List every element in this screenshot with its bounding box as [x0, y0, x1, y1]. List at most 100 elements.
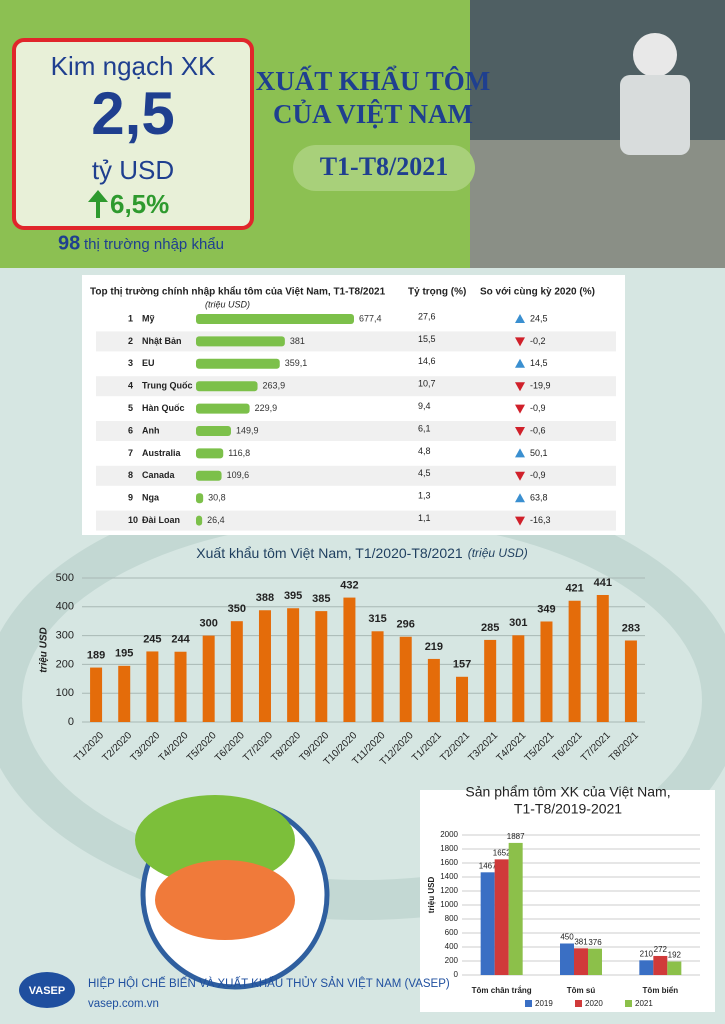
markets-text: thị trường nhập khẩu: [84, 236, 224, 253]
value-label: 192: [668, 951, 682, 960]
lettuce: [135, 795, 295, 885]
change-arrow: [515, 382, 525, 392]
chart-title: Sản phẩm tôm XK của Việt Nam,: [465, 784, 670, 800]
value-label: 385: [312, 593, 330, 605]
value-label: 26,4: [207, 515, 225, 525]
change-arrow: [515, 337, 525, 347]
value-label: 219: [425, 641, 443, 653]
bar: [287, 608, 300, 722]
value-label: 283: [622, 622, 640, 634]
category: Nhật Bản: [142, 336, 182, 346]
change-arrow: [515, 471, 525, 481]
value-label: 229,9: [255, 403, 278, 413]
rank: 4: [128, 381, 133, 391]
change: -0,9: [530, 470, 546, 480]
bar: [399, 636, 412, 722]
y-tick-label: 1600: [440, 858, 458, 867]
share: 4,8: [418, 446, 431, 456]
value-label: 359,1: [285, 358, 308, 368]
bar: [196, 426, 231, 436]
y-tick-label: 400: [56, 601, 74, 613]
change-arrow: [515, 493, 525, 503]
legend-label: 2021: [635, 999, 653, 1008]
category: EU: [142, 358, 155, 368]
category: Australia: [142, 448, 182, 458]
change: 63,8: [530, 493, 548, 503]
legend-swatch: [625, 1000, 632, 1007]
value-label: 272: [654, 945, 668, 954]
legend-label: 2019: [535, 999, 553, 1008]
table-subtitle: (triệu USD): [205, 299, 250, 309]
category: Mỹ: [142, 313, 155, 323]
bar: [118, 665, 131, 722]
value-label: 395: [284, 590, 302, 602]
photo-worker-body: [620, 75, 690, 155]
bar: [196, 448, 224, 459]
y-axis-label: triệu USD: [427, 877, 436, 914]
bar: [258, 610, 271, 722]
value-label: 388: [256, 592, 274, 604]
shrimp: [155, 860, 295, 940]
bar: [484, 639, 497, 722]
period: T1-T8/2021: [320, 152, 449, 181]
bar: [196, 358, 280, 369]
growth: 6,5%: [110, 189, 169, 219]
bar: [196, 403, 250, 414]
bar: [196, 314, 354, 324]
value-label: 441: [594, 577, 612, 589]
value-label: 109,6: [227, 470, 250, 480]
y-tick-label: 800: [445, 914, 459, 923]
rank: 10: [128, 515, 138, 525]
share: 6,1: [418, 423, 431, 433]
value-label: 349: [537, 603, 555, 615]
change: 14,5: [530, 358, 548, 368]
bar: [588, 948, 602, 975]
y-tick-label: 1800: [440, 844, 458, 853]
bar: [596, 594, 609, 722]
category: Nga: [142, 493, 160, 503]
bar: [574, 948, 588, 975]
bar: [667, 961, 682, 975]
y-tick-label: 600: [445, 928, 459, 937]
y-tick-label: 200: [445, 956, 459, 965]
title-line2: CỦA VIỆT NAM: [273, 99, 473, 129]
y-tick-label: 1400: [440, 872, 458, 881]
value-label: 421: [565, 583, 583, 595]
change: -0,6: [530, 425, 546, 435]
change: -0,9: [530, 403, 546, 413]
chart-title: Xuất khẩu tôm Việt Nam, T1/2020-T8/2021 (…: [196, 545, 527, 561]
value-label: 300: [199, 618, 217, 630]
y-tick-label: 0: [454, 970, 459, 979]
legend-swatch: [525, 1000, 532, 1007]
value-label: 432: [340, 579, 358, 591]
change: 24,5: [530, 313, 548, 323]
box-label: Kim ngạch XK: [51, 51, 216, 81]
photo-shrimp: [470, 140, 725, 268]
title-unit: (triệu USD): [468, 546, 528, 560]
bar: [512, 635, 525, 722]
grouped-chart-panel: [420, 790, 715, 1012]
y-tick-label: 500: [56, 572, 74, 584]
change-header: So với cùng kỳ 2020 (%): [480, 287, 595, 298]
change-arrow: [515, 404, 525, 414]
footer-site: vasep.com.vn: [88, 998, 159, 1010]
bar: [427, 658, 440, 722]
category: Canada: [142, 470, 176, 480]
category: Đài Loan: [142, 515, 180, 525]
change: -19,9: [530, 381, 551, 391]
bar: [639, 960, 654, 975]
title-text: Xuất khẩu tôm Việt Nam, T1/2020-T8/2021: [196, 545, 463, 561]
bar: [624, 640, 637, 722]
value-label: 157: [453, 659, 471, 671]
bar: [371, 631, 384, 722]
value-label: 677,4: [359, 313, 382, 323]
growth-arrow: [88, 190, 108, 218]
value-label: 301: [509, 617, 527, 629]
bar: [196, 381, 258, 392]
x-tick-label: Tôm sú: [567, 986, 596, 995]
y-axis-label: triệu USD: [39, 627, 50, 673]
share: 15,5: [418, 334, 436, 344]
value-label: 350: [228, 603, 246, 615]
value-label: 195: [115, 648, 133, 660]
legend-swatch: [575, 1000, 582, 1007]
